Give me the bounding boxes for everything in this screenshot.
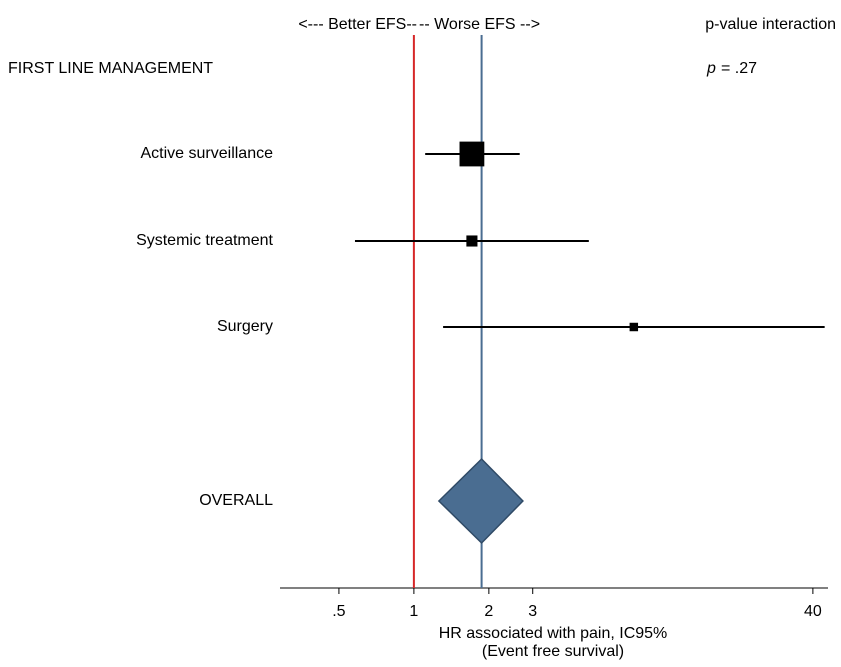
overall-diamond [437, 457, 524, 545]
estimate-marker [459, 141, 485, 167]
estimate-marker [629, 322, 639, 332]
overall-label: OVERALL [199, 492, 273, 509]
x-tick-label: .5 [332, 603, 345, 620]
x-tick-label: 1 [409, 603, 418, 620]
p-value: = .27 [721, 60, 757, 77]
estimate-marker [466, 235, 478, 247]
x-tick-label: 2 [484, 603, 493, 620]
header-left: <--- Better EFS-- [298, 16, 417, 33]
row-label: Systemic treatment [136, 232, 273, 249]
x-tick-label: 40 [804, 603, 822, 620]
row-label: Active surveillance [141, 145, 274, 162]
row-label: Surgery [217, 318, 273, 335]
x-axis-title: HR associated with pain, IC95% [439, 625, 668, 642]
p-symbol: p [706, 60, 716, 77]
x-axis-subtitle: (Event free survival) [482, 643, 624, 660]
header-right: -- Worse EFS --> [419, 16, 540, 33]
p-header: p-value interaction [705, 16, 836, 33]
x-tick-label: 3 [528, 603, 537, 620]
group-label: FIRST LINE MANAGEMENT [8, 60, 213, 77]
